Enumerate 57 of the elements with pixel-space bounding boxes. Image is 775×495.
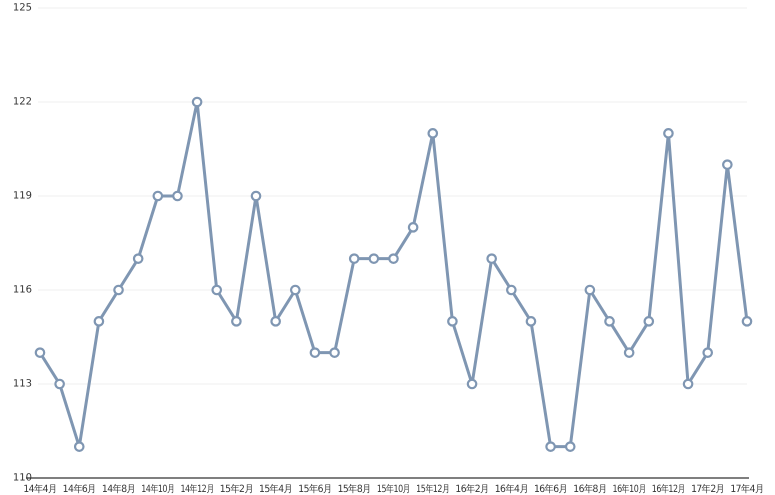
point bbox=[211, 284, 222, 296]
y-tick-label: 122 bbox=[12, 96, 32, 108]
point bbox=[250, 190, 262, 202]
y-tick-label: 110 bbox=[12, 472, 32, 484]
point bbox=[408, 222, 418, 233]
x-tick-label: 15年2月 bbox=[220, 483, 256, 495]
point bbox=[54, 378, 65, 390]
point bbox=[663, 128, 674, 139]
x-tick-label: 16年2月 bbox=[455, 483, 492, 495]
x-tick-label: 16年6月 bbox=[534, 483, 570, 495]
point bbox=[113, 284, 124, 296]
point bbox=[682, 378, 694, 390]
x-tick-label: 15年12月 bbox=[416, 483, 458, 495]
point bbox=[348, 253, 360, 264]
point bbox=[132, 253, 144, 264]
point bbox=[290, 284, 301, 296]
y-tick-label: 116 bbox=[12, 284, 32, 296]
x-tick-label: 15年6月 bbox=[298, 483, 334, 495]
x-tick-label: 14年4月 bbox=[23, 483, 60, 495]
point bbox=[506, 284, 517, 296]
point bbox=[486, 253, 497, 264]
point bbox=[368, 253, 380, 264]
x-tick-label: 17年4月 bbox=[730, 483, 766, 495]
point bbox=[447, 316, 458, 327]
y-tick-label: 119 bbox=[12, 190, 32, 202]
x-tick-label: 15年8月 bbox=[338, 483, 374, 495]
point bbox=[427, 128, 438, 139]
point bbox=[74, 441, 85, 452]
point bbox=[604, 316, 615, 327]
point bbox=[192, 96, 202, 108]
point bbox=[564, 441, 576, 452]
point bbox=[742, 316, 752, 327]
x-tick-label: 16年8月 bbox=[573, 483, 610, 495]
point bbox=[466, 378, 478, 390]
point bbox=[34, 347, 46, 358]
x-tick-label: 17年2月 bbox=[691, 483, 728, 495]
x-tick-label: 16年4月 bbox=[494, 483, 531, 495]
x-tick-label: 14年8月 bbox=[102, 483, 138, 495]
point bbox=[526, 316, 536, 327]
point bbox=[270, 316, 281, 327]
point bbox=[722, 159, 733, 170]
point bbox=[584, 284, 596, 296]
point bbox=[329, 347, 340, 358]
y-tick-label: 125 bbox=[12, 2, 32, 14]
y-tick-label: 113 bbox=[12, 378, 32, 390]
point bbox=[388, 253, 399, 264]
point bbox=[545, 441, 556, 452]
point bbox=[172, 190, 183, 202]
point bbox=[94, 316, 104, 327]
x-tick-label: 14年6月 bbox=[62, 483, 99, 495]
point bbox=[310, 347, 320, 358]
point bbox=[644, 316, 654, 327]
x-tick-label: 15年4月 bbox=[259, 483, 296, 495]
point bbox=[702, 347, 714, 358]
point bbox=[624, 347, 634, 358]
point bbox=[231, 316, 242, 327]
point bbox=[152, 190, 164, 202]
